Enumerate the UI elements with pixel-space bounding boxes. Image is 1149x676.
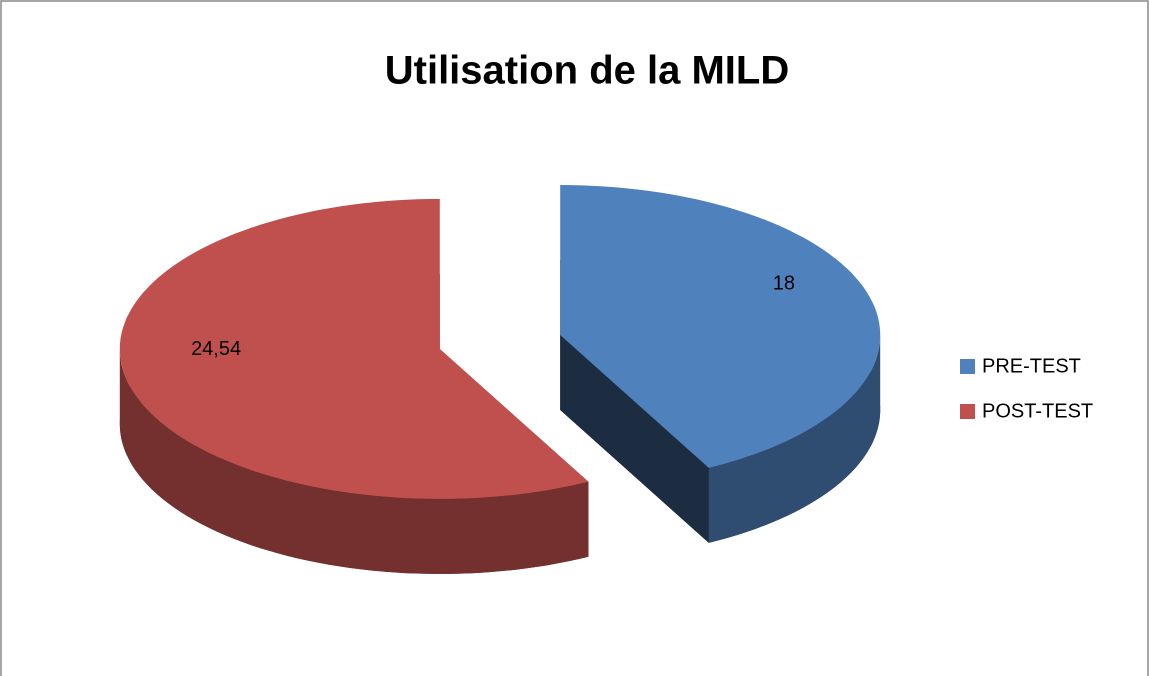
- chart-title: Utilisation de la MILD: [385, 49, 789, 93]
- slice-top: [119, 199, 589, 499]
- slice-side: [560, 335, 709, 543]
- slice-wall: [119, 349, 589, 574]
- slice-top: [560, 185, 881, 468]
- slice-wall: [708, 335, 881, 543]
- legend-swatch: [960, 359, 975, 374]
- data-label: 24,54: [191, 338, 241, 360]
- legend-swatch: [960, 404, 975, 419]
- pie-slice: [119, 199, 589, 574]
- legend-label: PRE-TEST: [982, 355, 1081, 377]
- data-label: 18: [773, 272, 795, 294]
- legend-label: POST-TEST: [982, 400, 1093, 422]
- pie-slice: [560, 185, 881, 543]
